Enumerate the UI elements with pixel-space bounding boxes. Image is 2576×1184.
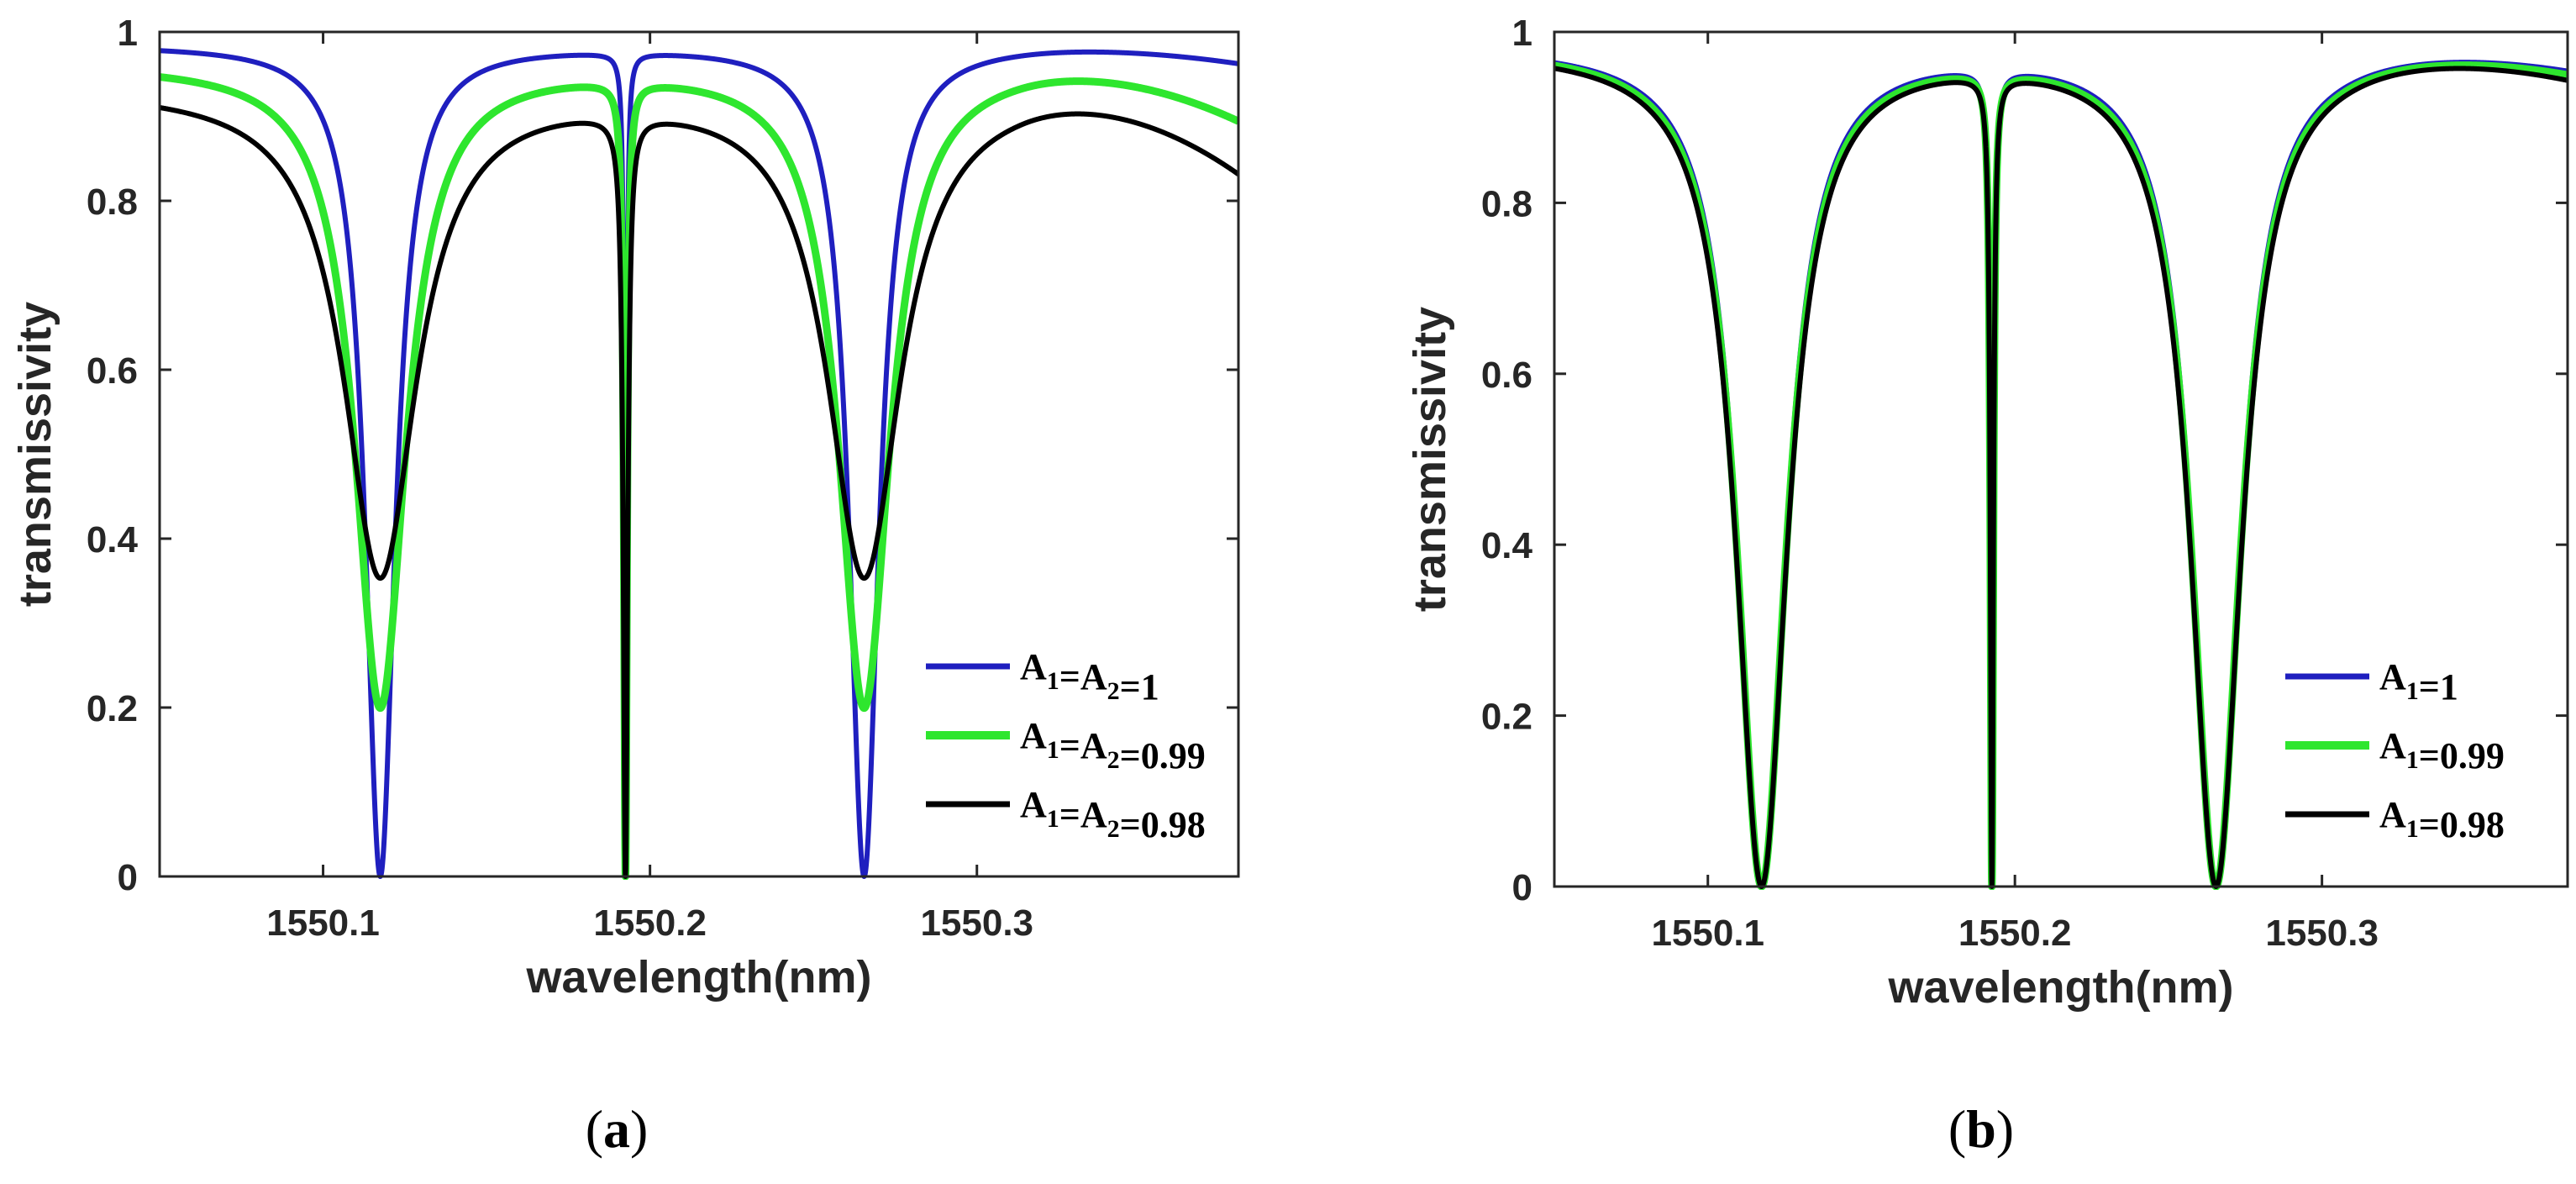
legend-item: A1=0.99 — [2285, 725, 2505, 776]
y-tick-label: 1 — [1512, 13, 1532, 54]
y-tick-label: 0.4 — [87, 519, 139, 560]
legend-label: A1=A2=0.99 — [1020, 715, 1206, 776]
legend-label: A1=0.98 — [2379, 794, 2505, 845]
y-axis-label: transmissivity — [10, 302, 60, 607]
axes-box — [158, 30, 1240, 878]
legend: A1=A2=1 A1=A2=0.99 A1=A2=0.98 — [926, 646, 1206, 845]
y-tick-label: 0 — [118, 857, 138, 898]
x-tick-label: 1550.2 — [1958, 913, 2072, 954]
series-line-black — [1554, 66, 2568, 889]
x-tick-label: 1550.2 — [593, 902, 707, 944]
panel-b: 1550.1 1550.2 1550.3 0 0.2 0.4 0.6 0.8 1 waveleng… — [1405, 13, 2569, 1159]
panel-label: (b) — [1948, 1099, 2014, 1159]
y-tick-label: 0.2 — [87, 688, 138, 729]
series-line-green — [160, 73, 1238, 880]
legend-item: A1=0.98 — [2285, 794, 2505, 845]
legend-item: A1=A2=1 — [926, 646, 1159, 708]
y-tick-label: 0 — [1512, 867, 1532, 908]
legend-item: A1=A2=0.98 — [926, 784, 1206, 845]
x-tick-label: 1550.3 — [2265, 913, 2379, 954]
series-group — [1554, 60, 2568, 890]
legend-label: A1=A2=0.98 — [1020, 784, 1206, 845]
y-tick-label: 0.6 — [87, 350, 138, 392]
y-axis-label: transmissivity — [1405, 307, 1455, 612]
series-line-blue — [160, 48, 1238, 879]
y-tick-label: 0.8 — [87, 182, 138, 223]
y-tick-label: 1 — [118, 13, 138, 54]
x-axis-label: wavelength(nm) — [525, 952, 871, 1002]
axes-box — [1553, 30, 2569, 888]
legend: A1=1 A1=0.99 A1=0.98 — [2285, 656, 2505, 845]
legend-item: A1=A2=0.99 — [926, 715, 1206, 776]
legend-label: A1=1 — [2379, 656, 2458, 708]
legend-label: A1=0.99 — [2379, 725, 2505, 776]
y-tick-label: 0.4 — [1481, 525, 1533, 566]
legend-label: A1=A2=1 — [1020, 646, 1159, 708]
panel-label: (a) — [586, 1099, 649, 1159]
x-axis-label: wavelength(nm) — [1887, 962, 2233, 1013]
y-tick-label: 0.6 — [1481, 355, 1532, 396]
series-group — [160, 48, 1238, 880]
x-tick-label: 1550.3 — [920, 902, 1033, 944]
x-tick-label: 1550.1 — [1651, 913, 1764, 954]
legend-item: A1=1 — [2285, 656, 2458, 708]
x-tick-label: 1550.1 — [266, 902, 380, 944]
series-line-black — [160, 105, 1238, 879]
y-tick-label: 0.2 — [1481, 697, 1532, 738]
panel-a: 1550.1 1550.2 1550.3 0 0.2 0.4 0.6 0.8 1 waveleng… — [10, 13, 1240, 1159]
y-tick-label: 0.8 — [1481, 183, 1532, 224]
